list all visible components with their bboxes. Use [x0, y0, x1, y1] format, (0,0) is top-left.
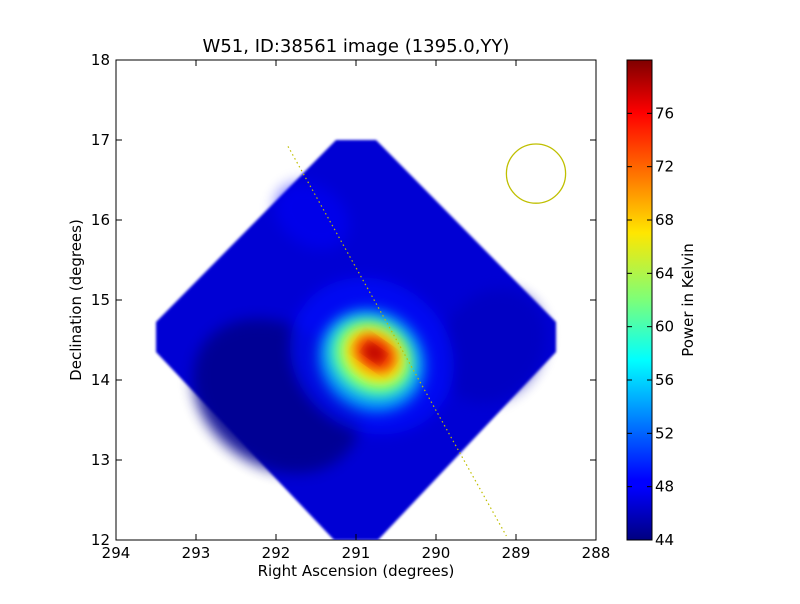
- x-tick-label: 291: [342, 544, 371, 562]
- x-tick-label: 289: [502, 544, 531, 562]
- x-tick-label: 293: [182, 544, 211, 562]
- y-tick-label: 18: [91, 51, 110, 69]
- y-tick-label: 15: [91, 291, 110, 309]
- colorbar-tick-label: 44: [655, 531, 674, 549]
- chart-title: W51, ID:38561 image (1395.0,YY): [203, 36, 510, 57]
- colorbar: [626, 59, 653, 541]
- y-tick-label: 17: [91, 131, 110, 149]
- y-tick-label: 13: [91, 451, 110, 469]
- beam-circle: [505, 143, 567, 204]
- heatmap: [156, 140, 556, 540]
- colorbar-tick-label: 72: [655, 158, 674, 176]
- colorbar-tick-label: 76: [655, 104, 674, 122]
- y-tick-label: 14: [91, 371, 110, 389]
- colorbar-label: Power in Kelvin: [679, 243, 697, 357]
- x-axis-label: Right Ascension (degrees): [258, 562, 455, 580]
- y-axis-label: Declination (degrees): [67, 219, 85, 381]
- x-tick-label: 294: [102, 544, 131, 562]
- y-tick-label: 16: [91, 211, 110, 229]
- y-axis: 12 13 14 15 16 17 18: [91, 51, 596, 549]
- heatmap-blobs: [193, 182, 546, 474]
- y-tick-label: 12: [91, 531, 110, 549]
- x-axis: 294 293 292 291 290 289 288: [102, 60, 611, 562]
- x-tick-label: 290: [422, 544, 451, 562]
- colorbar-tick-label: 68: [655, 211, 674, 229]
- colorbar-tick-label: 60: [655, 318, 674, 336]
- colorbar-tick-label: 48: [655, 478, 674, 496]
- colorbar-tick-label: 64: [655, 264, 674, 282]
- colorbar-tick-label: 56: [655, 371, 674, 389]
- x-tick-label: 288: [582, 544, 611, 562]
- colorbar-ticks: 44 48 52 56 60 64 68 72 76: [627, 104, 674, 549]
- heatmap-blob: [274, 182, 350, 250]
- x-tick-label: 292: [262, 544, 291, 562]
- heatmap-blob: [366, 346, 382, 360]
- heatmap-blob: [438, 289, 546, 403]
- colorbar-tick-label: 52: [655, 424, 674, 442]
